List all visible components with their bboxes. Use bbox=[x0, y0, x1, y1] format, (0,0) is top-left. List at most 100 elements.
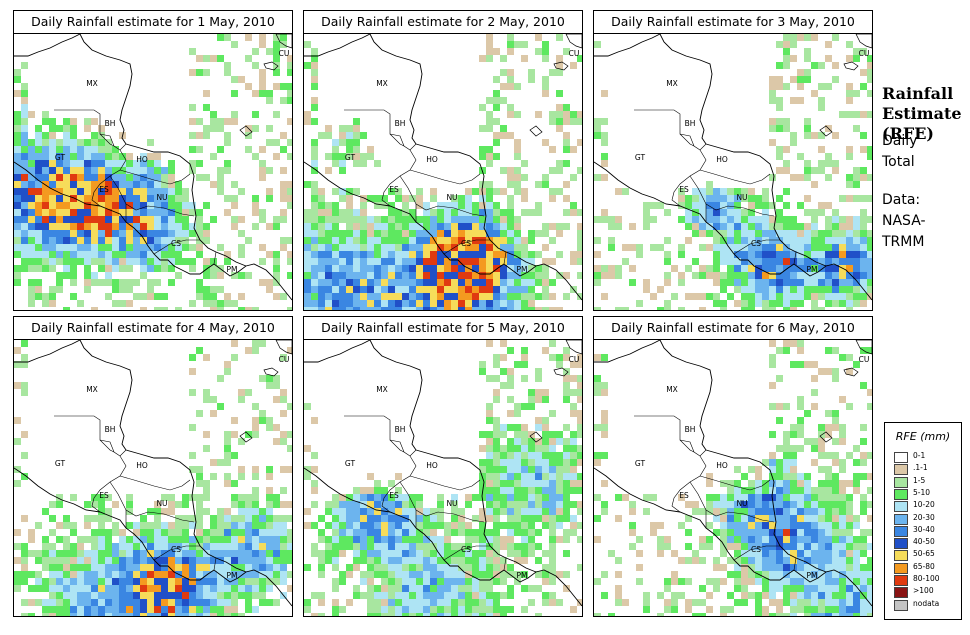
island-outline bbox=[843, 367, 859, 377]
rainfall-map: MX BH GT HO ES NU CS PM CU bbox=[13, 33, 293, 311]
coastline bbox=[594, 467, 872, 607]
rainfall-grid bbox=[14, 340, 292, 616]
country-border bbox=[119, 169, 191, 185]
country-label-ho: HO bbox=[716, 461, 728, 470]
island-outline bbox=[263, 367, 279, 377]
country-label-cs: CS bbox=[171, 545, 181, 554]
country-label-cs: CS bbox=[171, 239, 181, 248]
coastline bbox=[594, 34, 661, 57]
country-label-es: ES bbox=[99, 185, 109, 194]
country-border bbox=[344, 109, 417, 151]
coastline bbox=[304, 340, 371, 363]
country-label-cs: CS bbox=[751, 239, 761, 248]
island-outline bbox=[263, 61, 279, 71]
legend-label: .1-1 bbox=[913, 463, 928, 473]
rfe-title: Rainfall Estimate (RFE) bbox=[882, 84, 962, 143]
island-outline bbox=[565, 34, 582, 49]
daily-total-text: Daily Total bbox=[882, 133, 918, 170]
country-border bbox=[415, 203, 485, 217]
island-outline bbox=[529, 125, 543, 137]
country-label-mx: MX bbox=[666, 385, 678, 394]
country-border bbox=[91, 149, 127, 207]
coastline bbox=[659, 340, 713, 451]
country-label-ho: HO bbox=[136, 461, 148, 470]
country-border bbox=[399, 481, 417, 528]
legend-swatch bbox=[894, 599, 908, 611]
legend-label: 0-1 bbox=[913, 451, 926, 460]
country-border bbox=[99, 133, 115, 147]
country-label-ho: HO bbox=[136, 155, 148, 164]
country-label-pm: PM bbox=[807, 571, 818, 580]
legend-swatch bbox=[894, 452, 908, 463]
panel-title: Daily Rainfall estimate for 1 May, 2010 bbox=[13, 10, 293, 34]
coastline bbox=[14, 467, 292, 607]
legend-label: 65-80 bbox=[913, 561, 935, 571]
country-label-cu: CU bbox=[569, 49, 580, 58]
rfe-legend: RFE (mm) 0-1 .1-1 1-5 5-10 10-20 20-30 30-40 40… bbox=[884, 422, 962, 620]
country-border bbox=[109, 175, 127, 222]
country-border bbox=[671, 149, 707, 207]
panel-title: Daily Rainfall estimate for 6 May, 2010 bbox=[593, 316, 873, 340]
country-border bbox=[699, 475, 771, 491]
rainfall-map: MX BH GT HO ES NU CS PM CU bbox=[303, 33, 583, 311]
legend-label: 1-5 bbox=[913, 475, 926, 485]
legend-label: 50-65 bbox=[913, 549, 935, 559]
legend-label: nodata bbox=[913, 598, 940, 608]
country-label-cu: CU bbox=[569, 355, 580, 364]
country-label-gt: GT bbox=[55, 459, 66, 468]
coastline bbox=[79, 34, 133, 145]
legend-label: 10-20 bbox=[913, 500, 935, 510]
legend-label: >100 bbox=[913, 586, 934, 596]
country-border bbox=[54, 109, 127, 151]
coastline bbox=[125, 449, 247, 573]
map-panel-5: Daily Rainfall estimate for 5 May, 2010 M… bbox=[303, 316, 583, 617]
legend-swatch bbox=[894, 476, 908, 488]
coastline bbox=[304, 161, 582, 301]
country-border bbox=[199, 251, 217, 275]
legend-label: 5-10 bbox=[913, 487, 931, 497]
legend-swatch bbox=[894, 538, 908, 550]
country-border bbox=[705, 203, 775, 217]
coastline bbox=[659, 34, 713, 145]
country-label-es: ES bbox=[389, 491, 399, 500]
island-outline bbox=[239, 431, 253, 443]
country-border bbox=[409, 169, 481, 185]
coastline bbox=[14, 34, 81, 57]
island-outline bbox=[553, 61, 569, 71]
country-label-bh: BH bbox=[395, 119, 406, 128]
legend-swatch bbox=[894, 501, 908, 513]
country-border bbox=[679, 439, 695, 453]
country-border bbox=[381, 455, 417, 513]
country-border bbox=[409, 475, 481, 491]
country-border bbox=[389, 133, 405, 147]
country-label-es: ES bbox=[99, 491, 109, 500]
country-border bbox=[99, 439, 115, 453]
island-outline bbox=[275, 340, 292, 355]
country-label-mx: MX bbox=[86, 385, 98, 394]
country-label-mx: MX bbox=[376, 385, 388, 394]
coastline bbox=[369, 340, 423, 451]
coastline bbox=[705, 143, 827, 267]
country-label-nu: NU bbox=[156, 193, 167, 202]
island-outline bbox=[275, 34, 292, 49]
country-border bbox=[109, 481, 127, 528]
country-border bbox=[344, 415, 417, 457]
rainfall-grid bbox=[304, 34, 582, 310]
map-canvas: MX BH GT HO ES NU CS PM CU bbox=[594, 340, 872, 616]
coastline bbox=[79, 340, 133, 451]
map-canvas: MX BH GT HO ES NU CS PM CU bbox=[594, 34, 872, 310]
country-border bbox=[91, 455, 127, 513]
map-panel-2: Daily Rainfall estimate for 2 May, 2010 M… bbox=[303, 10, 583, 311]
country-label-cs: CS bbox=[461, 239, 471, 248]
country-border bbox=[779, 557, 797, 581]
country-label-cu: CU bbox=[279, 355, 290, 364]
country-border bbox=[779, 251, 797, 275]
data-source-text: Data: NASA- TRMM bbox=[882, 192, 926, 250]
rainfall-map: MX BH GT HO ES NU CS PM CU bbox=[593, 33, 873, 311]
coastline bbox=[594, 161, 872, 301]
country-label-ho: HO bbox=[426, 155, 438, 164]
rainfall-grid bbox=[304, 340, 582, 616]
legend-swatch bbox=[894, 587, 908, 599]
country-border bbox=[705, 509, 775, 523]
country-label-gt: GT bbox=[55, 153, 66, 162]
